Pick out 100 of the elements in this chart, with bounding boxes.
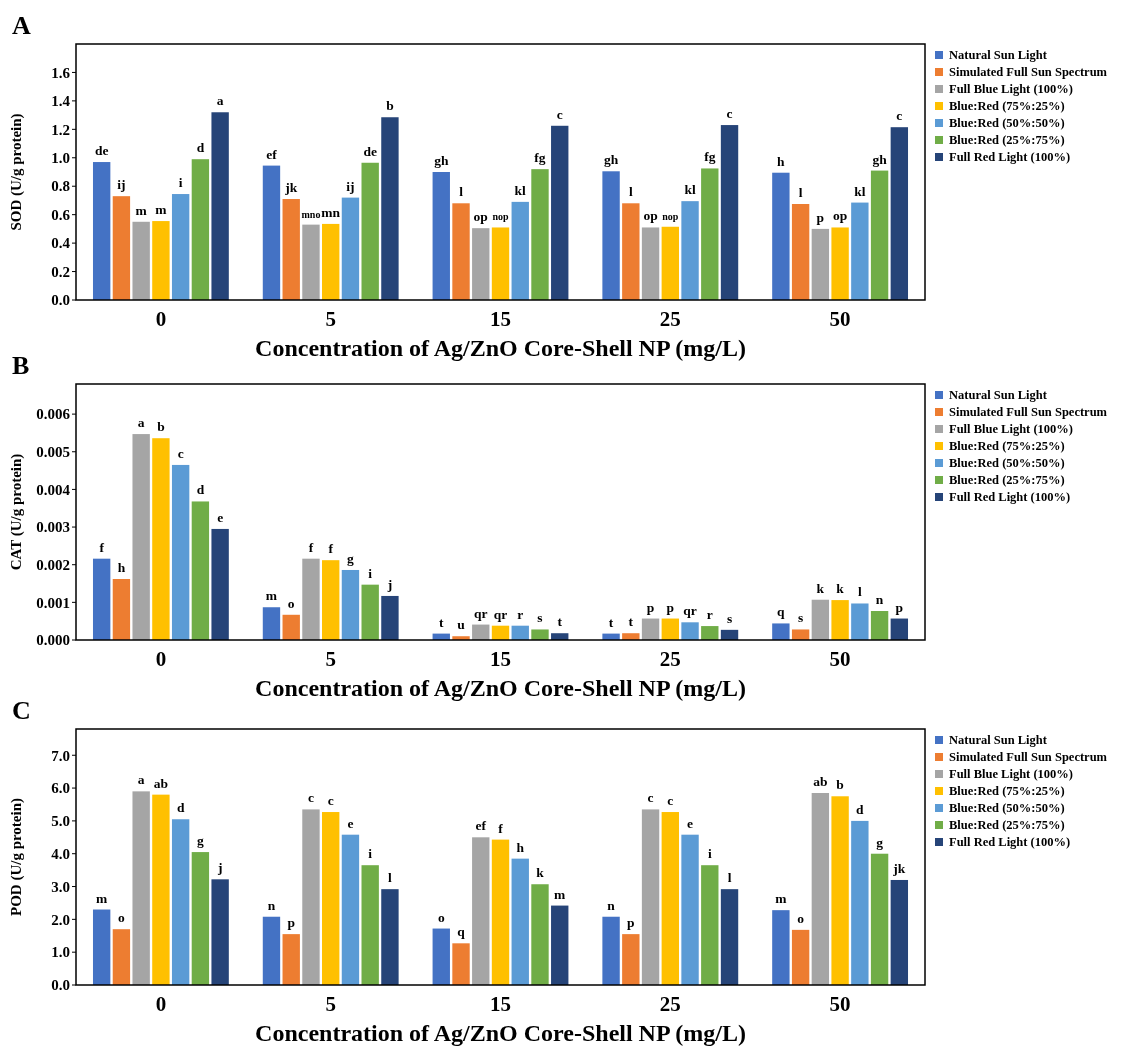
data-label: f [498, 820, 504, 836]
y-tick-label: 0.0 [51, 977, 70, 994]
bar [811, 793, 830, 985]
bar [870, 853, 889, 985]
data-label: op [473, 209, 488, 225]
data-label: c [896, 108, 903, 124]
data-label: p [627, 915, 635, 931]
bar [831, 227, 849, 300]
bar [772, 623, 790, 640]
bar [890, 127, 909, 300]
bar [302, 224, 320, 300]
data-label: a [216, 93, 224, 109]
bar [772, 910, 790, 985]
legend-label: Blue:Red (25%:75%) [949, 818, 1065, 832]
data-label: e [687, 815, 694, 831]
data-label: fg [534, 150, 546, 166]
data-label: j [386, 576, 393, 592]
x-tick-label: 5 [325, 307, 336, 331]
bar [641, 227, 660, 300]
y-tick-label: 3.0 [51, 878, 70, 895]
data-label: f [99, 539, 105, 555]
bar [322, 223, 340, 300]
data-label: l [798, 185, 803, 200]
data-label: i [707, 846, 712, 862]
x-tick-label: 15 [490, 992, 511, 1016]
data-label: ij [117, 177, 126, 193]
data-label: o [437, 909, 445, 925]
data-label: d [176, 800, 185, 816]
legend-label: Blue:Red (50%:50%) [949, 801, 1065, 815]
data-label: ef [266, 146, 278, 162]
bar [811, 599, 830, 640]
bar [661, 618, 679, 640]
data-label: d [196, 482, 205, 498]
data-label: g [197, 833, 205, 849]
data-label: o [287, 595, 295, 611]
chart-title: A [12, 11, 31, 40]
data-label: gh [603, 152, 619, 168]
legend-label: Simulated Full Sun Spectrum [949, 750, 1108, 764]
data-label: g [347, 550, 355, 566]
y-tick-label: 0.001 [36, 594, 70, 611]
bar [132, 791, 150, 985]
legend-label: Full Red Light (100%) [949, 835, 1071, 849]
data-label: fg [704, 149, 716, 165]
data-label: de [94, 143, 109, 159]
legend-label: Blue:Red (25%:75%) [949, 473, 1065, 487]
data-label: r [517, 606, 524, 622]
y-tick-label: 5.0 [51, 813, 70, 830]
bar [870, 170, 889, 300]
data-label: jk [284, 180, 298, 196]
bar [191, 501, 210, 640]
data-label: nop [492, 211, 509, 223]
y-axis-title: POD (U/g protein) [8, 797, 25, 917]
data-label: n [267, 897, 276, 913]
data-label: p [816, 209, 825, 225]
bar [811, 228, 830, 300]
data-label: mno [301, 208, 321, 220]
bar [531, 629, 549, 640]
y-tick-label: 1.4 [51, 93, 71, 110]
x-tick-label: 0 [155, 992, 167, 1016]
data-label: b [836, 777, 844, 793]
data-label: op [832, 208, 848, 224]
legend-label: Simulated Full Sun Spectrum [949, 405, 1108, 419]
bar [701, 168, 719, 300]
bar [491, 839, 510, 985]
bar [851, 820, 869, 985]
x-tick-label: 25 [659, 307, 681, 331]
bar [851, 202, 869, 300]
bar [171, 194, 190, 300]
bar [622, 203, 640, 300]
bar [890, 879, 909, 985]
bar [132, 434, 150, 640]
bar [262, 165, 281, 300]
data-label: op [643, 208, 658, 224]
y-tick-label: 1.0 [51, 150, 70, 167]
data-label: kl [854, 183, 866, 199]
legend-label: Simulated Full Sun Spectrum [949, 65, 1108, 79]
bar [262, 916, 281, 985]
data-label: ab [153, 775, 169, 791]
bar [211, 879, 229, 985]
x-tick-label: 50 [829, 647, 851, 671]
legend-label: Natural Sun Light [949, 48, 1048, 62]
data-label: s [537, 610, 543, 626]
bar [720, 889, 739, 985]
data-label: s [797, 610, 804, 626]
legend-label: Full Red Light (100%) [949, 150, 1071, 164]
bar [262, 607, 281, 640]
bar [491, 227, 510, 300]
bar [622, 934, 640, 985]
bar [551, 905, 569, 985]
data-label: p [666, 599, 675, 615]
data-label: a [137, 772, 145, 788]
bar [381, 117, 399, 300]
x-tick-label: 50 [829, 307, 851, 331]
bar [211, 528, 229, 640]
bar [171, 464, 190, 640]
data-label: ab [813, 774, 828, 789]
bar [602, 171, 620, 300]
data-label: m [554, 886, 567, 902]
data-label: l [459, 184, 464, 200]
legend-label: Blue:Red (75%:25%) [949, 99, 1065, 113]
